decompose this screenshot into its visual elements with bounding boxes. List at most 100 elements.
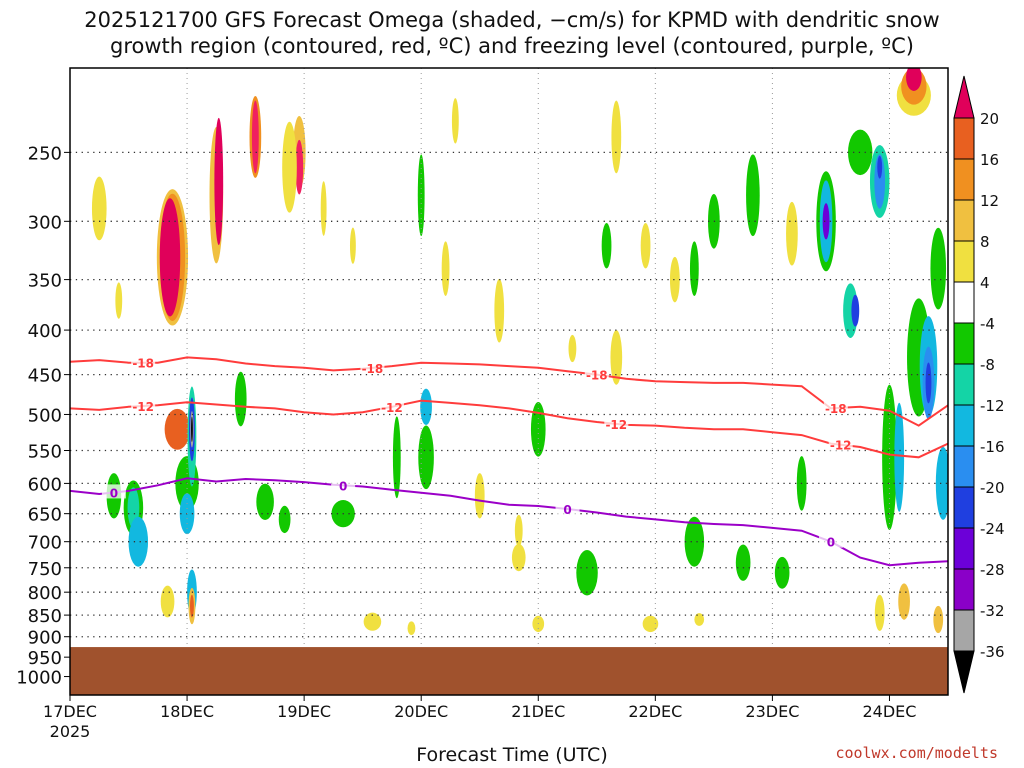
colorbar-tick-label: -28 bbox=[980, 561, 1005, 579]
colorbar-tick-label: -24 bbox=[980, 520, 1005, 538]
colorbar-tick-label: -20 bbox=[980, 479, 1005, 497]
omega-shade-cell bbox=[160, 585, 175, 618]
chart-title-line1: 2025121700 GFS Forecast Omega (shaded, −… bbox=[84, 8, 940, 32]
colorbar-swatch bbox=[953, 322, 975, 365]
x-tick-year: 2025 bbox=[50, 722, 91, 741]
contour-label: 0 bbox=[563, 503, 571, 517]
colorbar-tick-label: 4 bbox=[980, 274, 990, 292]
omega-shade-cell bbox=[282, 121, 297, 213]
contour-label-bg bbox=[555, 500, 580, 515]
chart-title-line2: growth region (contoured, red, ºC) and f… bbox=[110, 34, 914, 58]
colorbar-tick-label: -16 bbox=[980, 438, 1005, 456]
colorbar-tick-label: 16 bbox=[980, 151, 999, 169]
y-tick-label: 450 bbox=[28, 366, 62, 387]
credit-link[interactable]: coolwx.com/modelts bbox=[835, 744, 998, 762]
omega-shade-cell bbox=[191, 416, 193, 443]
contour-label-bg bbox=[331, 477, 356, 492]
omega-shade-cell bbox=[441, 241, 450, 296]
omega-shade-cell bbox=[874, 594, 885, 632]
contour-label-bg bbox=[131, 354, 156, 369]
omega-shade-cell bbox=[601, 222, 612, 269]
colorbar-swatch bbox=[953, 281, 975, 324]
contour-label: -12 bbox=[830, 439, 852, 453]
y-tick-label: 800 bbox=[28, 583, 62, 604]
omega-shade-cell bbox=[363, 612, 382, 631]
y-tick-label: 250 bbox=[28, 143, 62, 164]
contour-label-bg bbox=[360, 359, 385, 374]
contour-label-bg bbox=[379, 398, 404, 413]
omega-shade-cell bbox=[689, 241, 699, 296]
grid-lines bbox=[69, 68, 948, 695]
colorbar-swatch bbox=[953, 363, 975, 406]
contour-label: -18 bbox=[132, 357, 154, 371]
omega-shade-cell bbox=[494, 278, 505, 343]
omega-shade-cell bbox=[640, 222, 651, 269]
y-tick-label: 750 bbox=[28, 559, 62, 580]
omega-shade-cell bbox=[669, 256, 680, 303]
y-tick-label: 700 bbox=[28, 533, 62, 554]
omega-shade-cell bbox=[514, 514, 523, 547]
contour-label: 0 bbox=[110, 486, 118, 500]
plot-frame bbox=[69, 67, 949, 696]
omega-shade-cell bbox=[735, 544, 751, 581]
omega-shade-cell bbox=[349, 227, 356, 264]
colorbar-bottom-arrow bbox=[953, 650, 975, 694]
omega-shade-cell bbox=[568, 334, 577, 363]
contour-label: -18 bbox=[586, 369, 608, 383]
omega-shade-cell bbox=[930, 227, 947, 310]
y-tick-label: 350 bbox=[28, 271, 62, 292]
x-tick-label: 19DEC bbox=[277, 702, 331, 721]
omega-shade-cell bbox=[214, 117, 224, 246]
y-tick-label: 1000 bbox=[16, 668, 62, 689]
omega-shade-cell bbox=[251, 100, 259, 174]
omega-shade-cell bbox=[295, 139, 304, 195]
omega-shade-cell bbox=[882, 384, 897, 531]
y-tick-label: 650 bbox=[28, 505, 62, 526]
omega-shade-cell bbox=[894, 402, 905, 512]
colorbar-swatch bbox=[953, 568, 975, 611]
omega-shading bbox=[91, 68, 948, 636]
contour-label-bg bbox=[584, 366, 609, 381]
colorbar-tick-label: 8 bbox=[980, 233, 990, 251]
contour-lines bbox=[70, 356, 948, 567]
x-tick-label: 20DEC bbox=[394, 702, 448, 721]
contour-label: -12 bbox=[381, 401, 403, 415]
colorbar-swatch bbox=[953, 240, 975, 283]
x-tick-label: 24DEC bbox=[862, 702, 916, 721]
omega-shade-cell bbox=[392, 416, 401, 499]
colorbar-tick-label: -36 bbox=[980, 643, 1005, 661]
omega-shade-cell bbox=[417, 154, 425, 237]
omega-shade-cell bbox=[189, 594, 194, 618]
colorbar-swatch bbox=[953, 609, 975, 652]
omega-shade-cell bbox=[774, 556, 790, 589]
contour-label-bg bbox=[131, 398, 156, 413]
colorbar-tick-label: -4 bbox=[980, 315, 995, 333]
omega-shade-cell bbox=[420, 388, 432, 426]
omega-shade-cell bbox=[576, 550, 598, 596]
omega-shade-cell bbox=[851, 294, 860, 327]
colorbar-swatch bbox=[953, 158, 975, 201]
omega-shade-cell bbox=[925, 362, 932, 404]
omega-shade-cell bbox=[642, 615, 659, 633]
omega-shade-cell bbox=[610, 330, 623, 385]
omega-shade-cell bbox=[935, 447, 948, 520]
x-tick-label: 22DEC bbox=[628, 702, 682, 721]
omega-shade-cell bbox=[115, 282, 123, 319]
y-tick-label: 850 bbox=[28, 606, 62, 627]
omega-shade-cell bbox=[511, 543, 526, 572]
omega-shade-cell bbox=[848, 129, 873, 176]
omega-shade-cell bbox=[877, 155, 883, 179]
contour--12 bbox=[70, 399, 948, 459]
colorbar-swatch bbox=[953, 199, 975, 242]
omega-shade-cell bbox=[418, 425, 434, 490]
omega-shade-cell bbox=[898, 583, 910, 620]
y-tick-label: 400 bbox=[28, 321, 62, 342]
omega-shade-cell bbox=[278, 505, 291, 534]
y-tick-label: 500 bbox=[28, 405, 62, 426]
contour-label: 0 bbox=[827, 536, 835, 550]
x-tick-label: 23DEC bbox=[745, 702, 799, 721]
contour-label-bg bbox=[604, 415, 629, 430]
omega-shade-cell bbox=[611, 100, 622, 174]
contour--18 bbox=[70, 356, 948, 427]
